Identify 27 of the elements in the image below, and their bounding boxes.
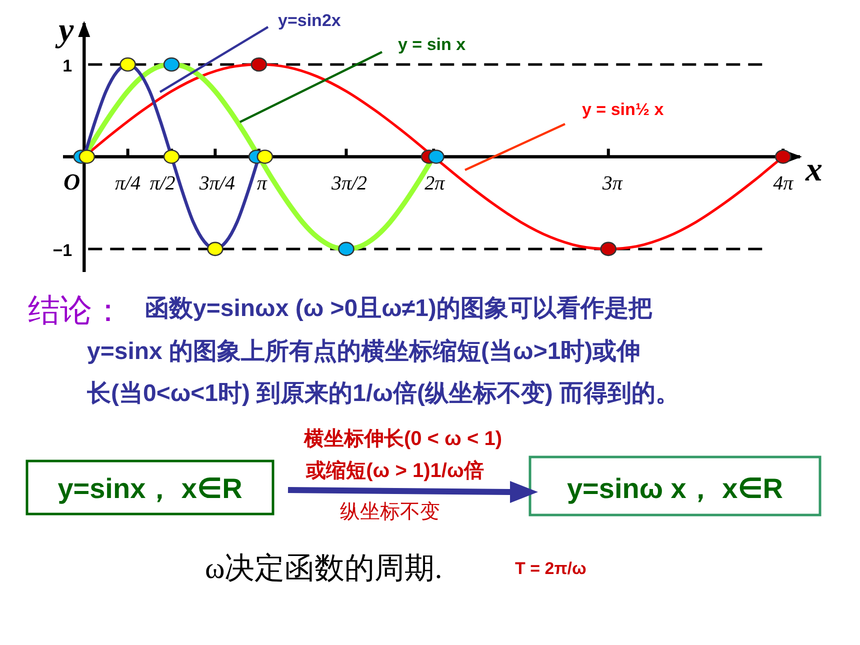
x-tick-label: π <box>256 172 268 195</box>
text: 结论： <box>28 292 124 328</box>
text: y=sinω x， x∈R <box>566 473 784 504</box>
text: T = 2π/ω <box>515 559 586 578</box>
text: 函数y=sinωx (ω >0且ω≠1)的图象可以看作是把 <box>145 295 652 322</box>
y-tick-label: 1 <box>62 56 72 76</box>
x-tick-label: π/2 <box>150 172 176 195</box>
x-tick-label: 3π/2 <box>330 172 368 195</box>
text: y=sin2x <box>278 11 342 30</box>
text: y = sin½ x <box>582 100 664 119</box>
x-tick-label: 3π/4 <box>198 172 235 195</box>
text: 或缩短(ω > 1)1/ω倍 <box>305 459 484 482</box>
y-tick-label: −1 <box>52 240 72 260</box>
text: y = sin x <box>398 35 466 54</box>
text: ω决定函数的周期. <box>205 552 442 585</box>
text: y=sinx， x∈R <box>58 473 242 504</box>
x-tick-label: 2π <box>424 172 446 195</box>
text: 纵坐标不变 <box>340 501 440 523</box>
x-tick-label: 4π <box>773 172 794 195</box>
text: 横坐标伸长(0 < ω < 1) <box>302 428 502 450</box>
y-axis-title: y <box>54 12 75 49</box>
x-tick-label: O <box>64 170 80 195</box>
x-tick-label: π/4 <box>115 172 141 195</box>
text: y=sinx 的图象上所有点的横坐标缩短(当ω>1时)或伸 <box>87 338 641 365</box>
x-tick-label: 3π <box>601 172 624 195</box>
x-axis-title: x <box>804 152 822 189</box>
text: 长(当0<ω<1时) 到原来的1/ω倍(纵坐标不变) 而得到的。 <box>86 380 680 407</box>
